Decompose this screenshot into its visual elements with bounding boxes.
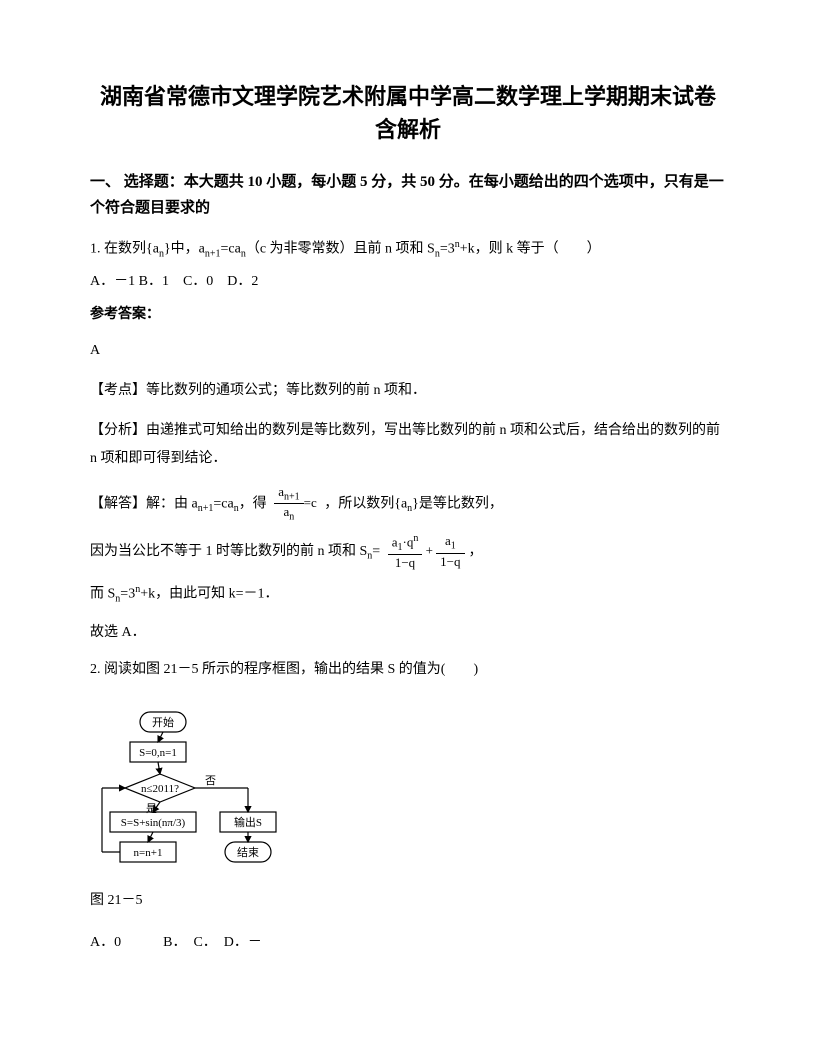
page-title: 湖南省常德市文理学院艺术附属中学高二数学理上学期期末试卷含解析: [90, 80, 726, 146]
flowchart-diagram: 开始 S=0,n=1 n≤2011? S=S+sin(nπ/3) n=n+1 输出S 结束 是…: [90, 702, 726, 872]
question-1-options: A．－1 B．1 C．0 D．2: [90, 271, 726, 293]
question-2-text: 2. 阅读如图 21－5 所示的程序框图，输出的结果 S 的值为( ): [90, 657, 726, 684]
svg-text:S=S+sin(nπ/3): S=S+sin(nπ/3): [121, 817, 186, 829]
answer-label-1: 参考答案：: [90, 304, 726, 326]
svg-text:S=0,n=1: S=0,n=1: [139, 747, 177, 759]
svg-text:是: 是: [146, 802, 157, 815]
question-1-text: 1. 在数列{an}中，an+1=can（c 为非零常数）且前 n 项和 Sn=…: [90, 235, 726, 263]
question-2-options: A．0 B． C． D．－: [90, 932, 726, 954]
question-1-solution-2: 因为当公比不等于 1 时等比数列的前 n 项和 Sn= a1·qn 1−q + …: [90, 533, 726, 570]
svg-text:输出S: 输出S: [234, 815, 262, 829]
question-1-solution-3: 而 Sn=3n+k，由此可知 k=－1．: [90, 580, 726, 609]
question-1-solution-4: 故选 A．: [90, 619, 726, 647]
formula-fraction-2: a1·qn 1−q + a1 1−q: [388, 533, 465, 570]
answer-1: A: [90, 340, 726, 362]
svg-text:n≤2011?: n≤2011?: [141, 783, 179, 795]
svg-text:否: 否: [205, 775, 216, 787]
question-1-point: 【考点】等比数列的通项公式；等比数列的前 n 项和．: [90, 377, 726, 405]
svg-text:开始: 开始: [152, 715, 174, 729]
formula-fraction-1: an+1 an =c: [274, 485, 317, 523]
question-1-analysis: 【分析】由递推式可知给出的数列是等比数列，写出等比数列的前 n 项和公式后，结合…: [90, 417, 726, 473]
svg-text:结束: 结束: [237, 846, 259, 859]
section-header: 一、 选择题：本大题共 10 小题，每小题 5 分，共 50 分。在每小题给出的…: [90, 170, 726, 221]
svg-text:n=n+1: n=n+1: [134, 847, 163, 859]
question-1-solution-1: 【解答】解：由 an+1=can，得 an+1 an =c ，所以数列{an}是…: [90, 485, 726, 523]
figure-label: 图 21－5: [90, 890, 726, 912]
